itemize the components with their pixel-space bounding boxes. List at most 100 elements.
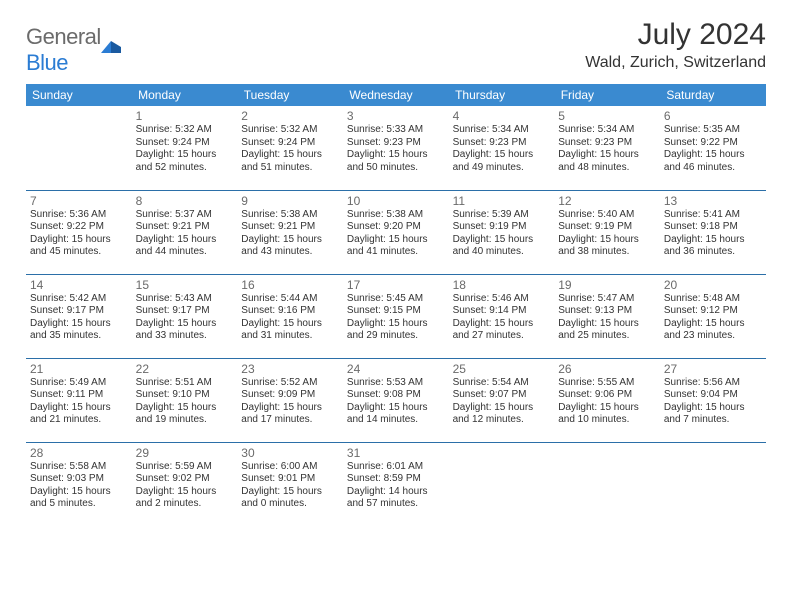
day-number: 25	[453, 362, 551, 376]
day-details: Sunrise: 5:46 AMSunset: 9:14 PMDaylight:…	[453, 293, 551, 343]
sunset-line: Sunset: 9:09 PM	[241, 389, 339, 402]
daylight-line: Daylight: 15 hours and 5 minutes.	[30, 486, 128, 511]
day-number: 29	[136, 446, 234, 460]
sunset-line: Sunset: 9:02 PM	[136, 473, 234, 486]
day-details: Sunrise: 5:42 AMSunset: 9:17 PMDaylight:…	[30, 293, 128, 343]
sunrise-line: Sunrise: 5:59 AM	[136, 461, 234, 474]
logo: General Blue	[26, 24, 123, 76]
sunset-line: Sunset: 9:01 PM	[241, 473, 339, 486]
day-number: 28	[30, 446, 128, 460]
calendar-cell: 17Sunrise: 5:45 AMSunset: 9:15 PMDayligh…	[343, 274, 449, 358]
sunrise-line: Sunrise: 5:42 AM	[30, 293, 128, 306]
sunset-line: Sunset: 9:24 PM	[136, 137, 234, 150]
calendar-cell: 22Sunrise: 5:51 AMSunset: 9:10 PMDayligh…	[132, 358, 238, 442]
sunrise-line: Sunrise: 5:48 AM	[664, 293, 762, 306]
daylight-line: Daylight: 15 hours and 31 minutes.	[241, 318, 339, 343]
daylight-line: Daylight: 15 hours and 40 minutes.	[453, 234, 551, 259]
daylight-line: Daylight: 15 hours and 21 minutes.	[30, 402, 128, 427]
sunset-line: Sunset: 9:16 PM	[241, 305, 339, 318]
weekday-header: Thursday	[449, 84, 555, 106]
sunset-line: Sunset: 9:20 PM	[347, 221, 445, 234]
daylight-line: Daylight: 15 hours and 49 minutes.	[453, 149, 551, 174]
sunset-line: Sunset: 9:06 PM	[558, 389, 656, 402]
weekday-header: Friday	[554, 84, 660, 106]
day-number: 9	[241, 194, 339, 208]
sunset-line: Sunset: 9:12 PM	[664, 305, 762, 318]
day-details: Sunrise: 5:33 AMSunset: 9:23 PMDaylight:…	[347, 124, 445, 174]
day-details: Sunrise: 5:48 AMSunset: 9:12 PMDaylight:…	[664, 293, 762, 343]
day-number: 27	[664, 362, 762, 376]
sunrise-line: Sunrise: 5:47 AM	[558, 293, 656, 306]
sunset-line: Sunset: 9:23 PM	[347, 137, 445, 150]
calendar-cell: 26Sunrise: 5:55 AMSunset: 9:06 PMDayligh…	[554, 358, 660, 442]
sunset-line: Sunset: 9:22 PM	[30, 221, 128, 234]
calendar-cell-empty	[660, 442, 766, 526]
calendar-cell: 30Sunrise: 6:00 AMSunset: 9:01 PMDayligh…	[237, 442, 343, 526]
logo-mark-icon	[101, 39, 123, 55]
sunrise-line: Sunrise: 5:41 AM	[664, 209, 762, 222]
weekday-header: Wednesday	[343, 84, 449, 106]
calendar-row: 7Sunrise: 5:36 AMSunset: 9:22 PMDaylight…	[26, 190, 766, 274]
day-details: Sunrise: 5:32 AMSunset: 9:24 PMDaylight:…	[136, 124, 234, 174]
day-number: 24	[347, 362, 445, 376]
daylight-line: Daylight: 15 hours and 35 minutes.	[30, 318, 128, 343]
day-number: 13	[664, 194, 762, 208]
daylight-line: Daylight: 15 hours and 19 minutes.	[136, 402, 234, 427]
day-number: 17	[347, 278, 445, 292]
calendar-row: 21Sunrise: 5:49 AMSunset: 9:11 PMDayligh…	[26, 358, 766, 442]
sunrise-line: Sunrise: 6:00 AM	[241, 461, 339, 474]
day-number: 15	[136, 278, 234, 292]
day-number: 4	[453, 109, 551, 123]
sunrise-line: Sunrise: 5:37 AM	[136, 209, 234, 222]
calendar-cell: 5Sunrise: 5:34 AMSunset: 9:23 PMDaylight…	[554, 106, 660, 190]
day-details: Sunrise: 5:36 AMSunset: 9:22 PMDaylight:…	[30, 209, 128, 259]
daylight-line: Daylight: 15 hours and 45 minutes.	[30, 234, 128, 259]
calendar-cell: 3Sunrise: 5:33 AMSunset: 9:23 PMDaylight…	[343, 106, 449, 190]
logo-text: General Blue	[26, 24, 101, 76]
sunrise-line: Sunrise: 5:52 AM	[241, 377, 339, 390]
header: General Blue July 2024 Wald, Zurich, Swi…	[26, 18, 766, 76]
calendar-cell: 11Sunrise: 5:39 AMSunset: 9:19 PMDayligh…	[449, 190, 555, 274]
calendar-cell: 31Sunrise: 6:01 AMSunset: 8:59 PMDayligh…	[343, 442, 449, 526]
day-details: Sunrise: 5:58 AMSunset: 9:03 PMDaylight:…	[30, 461, 128, 511]
day-details: Sunrise: 6:01 AMSunset: 8:59 PMDaylight:…	[347, 461, 445, 511]
daylight-line: Daylight: 15 hours and 10 minutes.	[558, 402, 656, 427]
sunset-line: Sunset: 9:21 PM	[241, 221, 339, 234]
weekday-header: Tuesday	[237, 84, 343, 106]
sunset-line: Sunset: 9:23 PM	[558, 137, 656, 150]
sunset-line: Sunset: 9:10 PM	[136, 389, 234, 402]
calendar-cell: 16Sunrise: 5:44 AMSunset: 9:16 PMDayligh…	[237, 274, 343, 358]
sunrise-line: Sunrise: 5:51 AM	[136, 377, 234, 390]
day-details: Sunrise: 5:55 AMSunset: 9:06 PMDaylight:…	[558, 377, 656, 427]
calendar-cell: 8Sunrise: 5:37 AMSunset: 9:21 PMDaylight…	[132, 190, 238, 274]
day-details: Sunrise: 5:35 AMSunset: 9:22 PMDaylight:…	[664, 124, 762, 174]
calendar-cell: 27Sunrise: 5:56 AMSunset: 9:04 PMDayligh…	[660, 358, 766, 442]
day-details: Sunrise: 5:59 AMSunset: 9:02 PMDaylight:…	[136, 461, 234, 511]
day-number: 18	[453, 278, 551, 292]
day-number: 21	[30, 362, 128, 376]
sunrise-line: Sunrise: 5:44 AM	[241, 293, 339, 306]
calendar-page: General Blue July 2024 Wald, Zurich, Swi…	[0, 0, 792, 544]
day-details: Sunrise: 6:00 AMSunset: 9:01 PMDaylight:…	[241, 461, 339, 511]
daylight-line: Daylight: 15 hours and 46 minutes.	[664, 149, 762, 174]
day-number: 8	[136, 194, 234, 208]
calendar-cell: 20Sunrise: 5:48 AMSunset: 9:12 PMDayligh…	[660, 274, 766, 358]
calendar-cell: 2Sunrise: 5:32 AMSunset: 9:24 PMDaylight…	[237, 106, 343, 190]
daylight-line: Daylight: 15 hours and 0 minutes.	[241, 486, 339, 511]
day-details: Sunrise: 5:38 AMSunset: 9:21 PMDaylight:…	[241, 209, 339, 259]
daylight-line: Daylight: 15 hours and 12 minutes.	[453, 402, 551, 427]
calendar-cell: 21Sunrise: 5:49 AMSunset: 9:11 PMDayligh…	[26, 358, 132, 442]
sunrise-line: Sunrise: 5:34 AM	[453, 124, 551, 137]
calendar-cell: 9Sunrise: 5:38 AMSunset: 9:21 PMDaylight…	[237, 190, 343, 274]
day-number: 26	[558, 362, 656, 376]
daylight-line: Daylight: 15 hours and 7 minutes.	[664, 402, 762, 427]
daylight-line: Daylight: 15 hours and 48 minutes.	[558, 149, 656, 174]
day-number: 22	[136, 362, 234, 376]
sunrise-line: Sunrise: 5:55 AM	[558, 377, 656, 390]
calendar-cell: 6Sunrise: 5:35 AMSunset: 9:22 PMDaylight…	[660, 106, 766, 190]
daylight-line: Daylight: 15 hours and 44 minutes.	[136, 234, 234, 259]
sunset-line: Sunset: 9:13 PM	[558, 305, 656, 318]
calendar-cell: 19Sunrise: 5:47 AMSunset: 9:13 PMDayligh…	[554, 274, 660, 358]
day-number: 23	[241, 362, 339, 376]
sunset-line: Sunset: 9:24 PM	[241, 137, 339, 150]
